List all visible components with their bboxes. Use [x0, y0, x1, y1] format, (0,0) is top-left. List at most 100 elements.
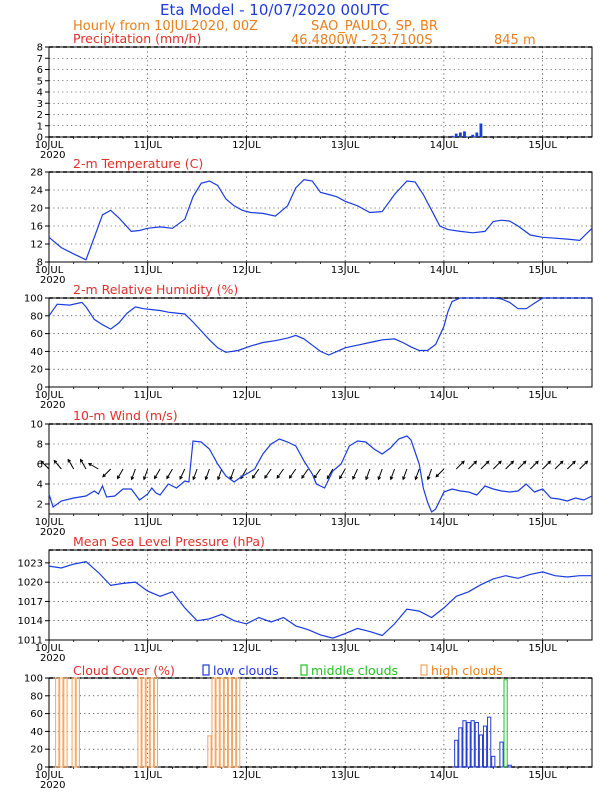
- cloud-bar-high: [75, 677, 80, 768]
- rh-panel: 0 20 40 60 80 100 10JUL 11JUL 12JUL 13JUL 14JUL 15J…: [24, 282, 593, 411]
- cloud-bar-low: [474, 722, 479, 768]
- cloud-bar-low: [470, 720, 475, 768]
- wind-arrow: [542, 460, 551, 470]
- wind-arrow-head: [485, 460, 490, 465]
- precip-ytick-label: 0: [37, 133, 43, 144]
- wind-arrow-head: [117, 475, 121, 480]
- wind-line: [48, 435, 593, 513]
- wind-xtick-label: 14JUL: [430, 517, 459, 528]
- wind-arrow-head: [217, 476, 221, 481]
- precip-bar: [450, 135, 454, 137]
- wind-arrow: [339, 468, 346, 479]
- cloud-bar-low: [507, 764, 512, 768]
- precip-xtick-label: 12JUL: [232, 140, 261, 151]
- cloud-panel: 0 20 40 60 80 100 10JUL 11JUL 12JUL 13JUL 14JUL 15J…: [24, 674, 593, 791]
- precip-xtick-label: 14JUL: [430, 140, 459, 151]
- temp-year-label: 2020: [40, 275, 65, 286]
- legend-mid-label: middle clouds: [311, 663, 398, 678]
- wind-arrow-head: [414, 476, 419, 481]
- rh-frame: [48, 297, 593, 388]
- precip-ytick-label: 5: [37, 76, 43, 87]
- mslp-frame: [48, 549, 593, 641]
- cloud-xtick-label: 15JUL: [528, 770, 557, 781]
- legend-low-label: low clouds: [213, 663, 279, 678]
- wind-arrow: [480, 460, 490, 470]
- precip-bar: [463, 131, 466, 137]
- station-name: SAO_PAULO, SP, BR: [311, 19, 438, 34]
- cloud-bar-high: [215, 677, 220, 768]
- precip-bar: [475, 132, 479, 137]
- cloud-bar-high: [236, 677, 241, 768]
- wind-arrow: [301, 468, 309, 479]
- cloud-bar-high: [232, 677, 237, 768]
- station-coords: 46.4800W - 23.7100S: [291, 33, 433, 48]
- cloud-xtick-label: 10JUL: [35, 770, 64, 781]
- wind-arrow: [427, 468, 433, 480]
- wind-arrow: [492, 460, 502, 470]
- wind-arrow-head: [377, 476, 382, 481]
- wind-arrow: [414, 468, 420, 480]
- wind-arrow: [313, 468, 321, 479]
- cloud-bar-high: [227, 677, 233, 768]
- wind-arrow-head: [365, 476, 369, 481]
- mslp-ytick-label: 1011: [18, 636, 43, 647]
- precip-xtick-label: 13JUL: [331, 140, 360, 151]
- temp-xtick-label: 12JUL: [232, 265, 261, 276]
- legend-high-label: high clouds: [431, 663, 503, 678]
- wind-arrow: [365, 468, 371, 480]
- rh-ytick-label: 40: [30, 347, 43, 358]
- rh-ytick-label: 80: [30, 311, 43, 322]
- rh-xtick-label: 13JUL: [331, 390, 360, 401]
- mslp-xtick-label: 13JUL: [331, 643, 360, 654]
- rh-ytick-label: 100: [24, 294, 43, 305]
- rh-year-label: 2020: [40, 400, 65, 411]
- wind-arrow: [102, 468, 112, 478]
- wind-arrow-head: [102, 473, 106, 478]
- mslp-panel: 1011 1014 1017 1020 1023 10JUL 11JUL 12JUL 13JUL…: [18, 534, 593, 664]
- wind-arrow-head: [53, 459, 58, 464]
- station-elevation: 845 m: [494, 33, 536, 48]
- cloud-ytick-label: 20: [30, 745, 43, 756]
- precip-bar: [458, 132, 462, 137]
- wind-arrow-head: [80, 458, 84, 463]
- wind-arrow: [352, 468, 358, 480]
- cloud-bar-low: [499, 741, 504, 768]
- wind-arrow-head: [352, 475, 356, 480]
- precip-bar: [471, 134, 475, 137]
- rh-xtick-label: 15JUL: [528, 390, 557, 401]
- wind-arrow: [179, 468, 186, 480]
- cloud-bar-low: [491, 755, 496, 768]
- wind-arrow: [131, 468, 136, 480]
- wind-arrow-head: [143, 476, 147, 481]
- rh-xtick-label: 14JUL: [430, 390, 459, 401]
- cloud-xtick-label: 14JUL: [430, 770, 459, 781]
- wind-xtick-label: 11JUL: [133, 517, 162, 528]
- temp-ytick-label: 20: [30, 204, 43, 215]
- wind-arrow: [53, 460, 62, 470]
- cloud-ytick-label: 40: [30, 727, 43, 738]
- cloud-xtick-label: 13JUL: [331, 770, 360, 781]
- wind-arrow: [517, 460, 527, 470]
- wind-arrow: [154, 468, 161, 479]
- wind-ytick-label: 10: [30, 420, 43, 431]
- wind-arrow-head: [510, 460, 515, 465]
- mslp-ytick-label: 1020: [18, 578, 43, 589]
- precip-ytick-label: 2: [37, 110, 43, 121]
- rh-line: [48, 297, 592, 356]
- mslp-xtick-label: 10JUL: [35, 643, 64, 654]
- precip-ytick-label: 8: [37, 43, 43, 54]
- wind-arrow-head: [154, 475, 158, 480]
- wind-xtick-label: 10JUL: [35, 517, 64, 528]
- wind-arrow: [505, 460, 514, 470]
- cloud-bar-high: [137, 677, 142, 768]
- temp-ytick-label: 16: [30, 222, 43, 233]
- cloud-bar-high: [59, 677, 64, 768]
- temp-ytick-label: 28: [30, 168, 43, 179]
- rh-xtick-label: 10JUL: [35, 390, 64, 401]
- mslp-xtick-label: 14JUL: [430, 643, 459, 654]
- cloud-bar-low: [466, 722, 471, 768]
- cloud-year-label: 2020: [40, 780, 65, 791]
- temp-xtick-label: 15JUL: [528, 265, 557, 276]
- wind-arrow-head: [179, 475, 183, 480]
- wind-arrow: [67, 459, 75, 470]
